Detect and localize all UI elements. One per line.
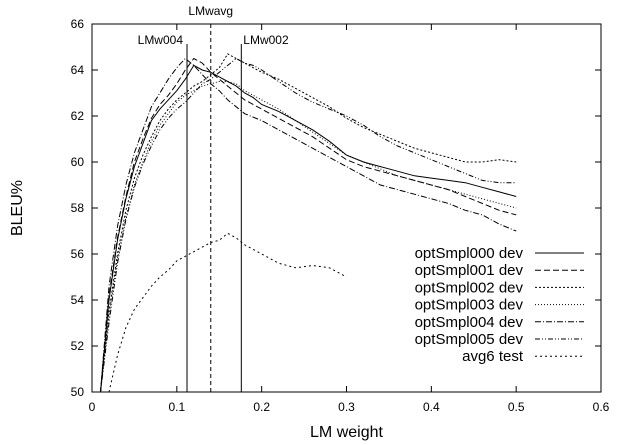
marker-label-lmw002: LMw002 bbox=[243, 33, 289, 47]
x-tick-label: 0.1 bbox=[168, 400, 185, 414]
series-line-optsmpl003-dev bbox=[100, 81, 517, 392]
x-tick-label: 0.6 bbox=[593, 400, 610, 414]
y-tick-label: 54 bbox=[71, 293, 85, 307]
ticks-group: 0 0.1 0.2 0.3 0.4 0.5 0.6 50 52 54 56 58 60 62 64 66 bbox=[71, 17, 610, 414]
y-tick-label: 62 bbox=[71, 109, 85, 123]
y-tick-label: 52 bbox=[71, 339, 85, 353]
legend-label-optsmpl002-dev: optSmpl002 dev bbox=[415, 279, 524, 296]
x-tick-label: 0 bbox=[89, 400, 96, 414]
series-lines-group bbox=[100, 53, 517, 392]
legend-label-optsmpl005-dev: optSmpl005 dev bbox=[415, 331, 524, 348]
y-tick-label: 60 bbox=[71, 155, 85, 169]
series-line-optsmpl000-dev bbox=[100, 64, 517, 392]
series-line-avg6-test bbox=[108, 232, 347, 392]
x-tick-label: 0.3 bbox=[338, 400, 355, 414]
series-line-optsmpl004-dev bbox=[100, 57, 517, 392]
y-tick-label: 56 bbox=[71, 247, 85, 261]
x-tick-label: 0.4 bbox=[423, 400, 440, 414]
x-tick-label: 0.2 bbox=[253, 400, 270, 414]
legend-label-avg6-test: avg6 test bbox=[462, 348, 524, 365]
y-axis-title: BLEU% bbox=[9, 180, 26, 236]
y-tick-label: 66 bbox=[71, 17, 85, 31]
series-line-optsmpl001-dev bbox=[100, 57, 517, 392]
marker-label-lmwavg: LMwavg bbox=[188, 4, 233, 18]
legend-label-optsmpl001-dev: optSmpl001 dev bbox=[415, 262, 524, 279]
x-tick-label: 0.5 bbox=[508, 400, 525, 414]
marker-label-lmw004: LMw004 bbox=[138, 33, 184, 47]
legend-label-optsmpl003-dev: optSmpl003 dev bbox=[415, 297, 524, 314]
legend-label-optsmpl004-dev: optSmpl004 dev bbox=[415, 314, 524, 331]
marker-lines-group: LMw004 LMwavg LMw002 bbox=[138, 4, 289, 392]
y-tick-label: 50 bbox=[71, 385, 85, 399]
legend-label-optsmpl000-dev: optSmpl000 dev bbox=[415, 245, 524, 262]
y-tick-label: 64 bbox=[71, 63, 85, 77]
y-tick-label: 58 bbox=[71, 201, 85, 215]
x-axis-title: LM weight bbox=[310, 424, 383, 441]
